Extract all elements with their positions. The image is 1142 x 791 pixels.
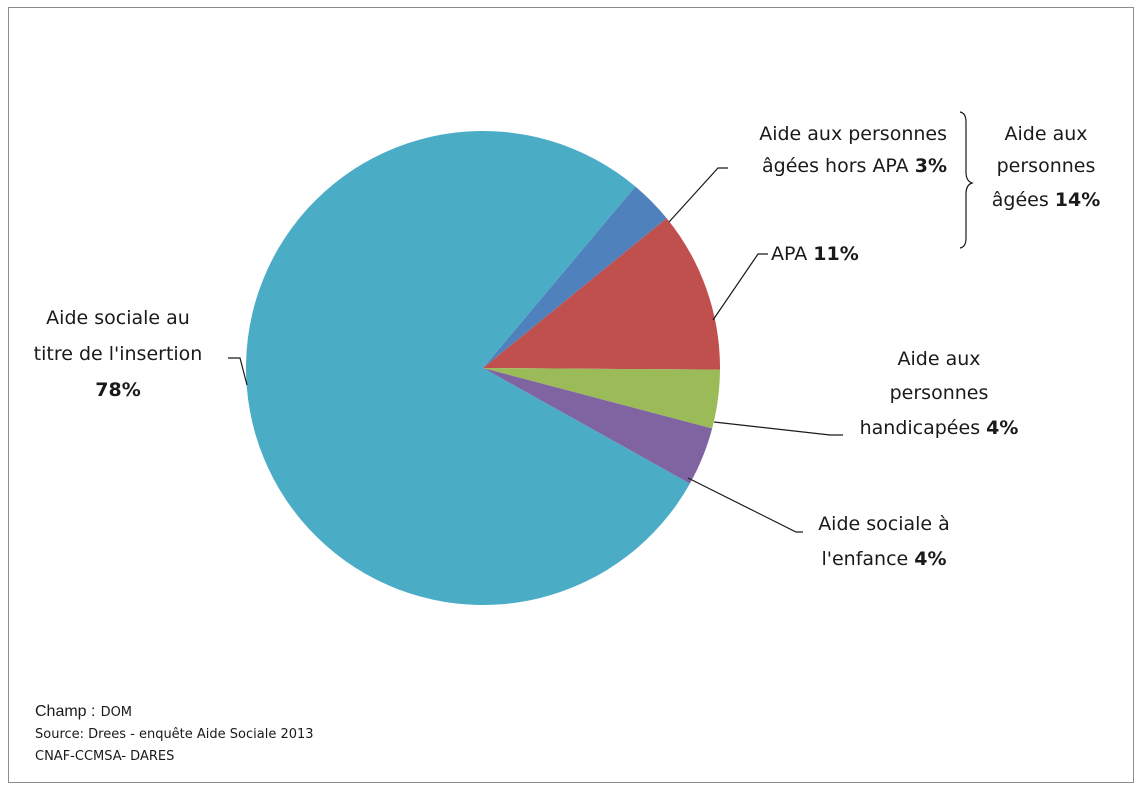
footer-champ-label: Champ : <box>35 703 96 720</box>
footer-champ: Champ : DOM <box>35 700 314 724</box>
label-insertion-line1: Aide sociale au <box>46 307 190 329</box>
group-brace <box>959 111 974 249</box>
leader-line-pa-hors-apa <box>668 167 728 223</box>
label-handicap-text: handicapées <box>860 417 981 439</box>
pie-slice-apa <box>483 218 720 370</box>
leader-line-handicap <box>713 421 843 436</box>
label-pa-hors-apa-line2: âgées hors APA 3% <box>762 155 947 177</box>
label-handicap-line1: Aide aux <box>898 348 981 370</box>
leader-line-insertion <box>228 357 248 386</box>
label-insertion-line2: titre de l'insertion <box>34 343 203 365</box>
label-insertion-pct: 78% <box>95 379 140 401</box>
label-handicap-pct: 4% <box>986 417 1018 439</box>
label-apa-text: APA <box>771 243 807 265</box>
footer-partners: CNAF-CCMSA- DARES <box>35 749 175 764</box>
label-apa-pct: 11% <box>813 243 858 265</box>
pie-slice-enfance <box>483 368 713 484</box>
footer-source: Source: Drees - enquête Aide Sociale 201… <box>35 727 314 742</box>
leader-line-apa <box>712 253 768 321</box>
label-enfance-text: l'enfance <box>821 548 908 570</box>
label-pa-hors-apa-pct: 3% <box>915 155 947 177</box>
group-label-pct: 14% <box>1055 189 1100 211</box>
pie-slice-handicap <box>483 368 720 429</box>
label-pa-hors-apa-line1: Aide aux personnes <box>759 123 947 145</box>
label-enfance-line2: l'enfance 4% <box>821 548 946 570</box>
group-label-line3: âgées 14% <box>992 189 1101 211</box>
label-handicap-line3: handicapées 4% <box>860 417 1019 439</box>
label-enfance-pct: 4% <box>914 548 946 570</box>
group-label-line1: Aide aux <box>1005 123 1088 145</box>
group-label-text: âgées <box>992 189 1049 211</box>
group-label-line2: personnes <box>997 155 1096 177</box>
footer-champ-value: DOM <box>100 705 133 720</box>
label-pa-hors-apa-text: âgées hors APA <box>762 155 909 177</box>
leader-line-enfance <box>687 477 803 533</box>
label-enfance-line1: Aide sociale à <box>818 513 950 535</box>
pie-slice-pa-hors-apa <box>483 186 667 368</box>
chart-footer: Champ : DOM Source: Drees - enquête Aide… <box>35 700 314 768</box>
pie-slice-insertion <box>245 130 690 605</box>
label-apa: APA 11% <box>771 243 859 265</box>
label-handicap-line2: personnes <box>890 382 989 404</box>
